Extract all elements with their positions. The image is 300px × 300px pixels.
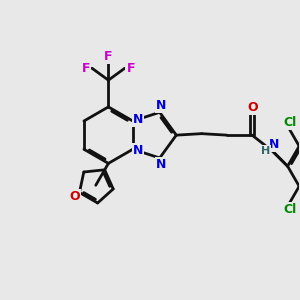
Text: N: N — [133, 144, 143, 157]
Text: F: F — [126, 62, 135, 75]
Text: N: N — [268, 138, 279, 152]
Text: F: F — [82, 62, 90, 75]
Text: O: O — [248, 101, 258, 114]
Text: F: F — [104, 50, 112, 63]
Text: Cl: Cl — [284, 203, 297, 216]
Text: N: N — [133, 113, 143, 126]
Text: N: N — [156, 99, 166, 112]
Text: N: N — [156, 158, 166, 171]
Text: Cl: Cl — [284, 116, 297, 129]
Text: O: O — [70, 190, 80, 203]
Text: H: H — [261, 146, 270, 156]
